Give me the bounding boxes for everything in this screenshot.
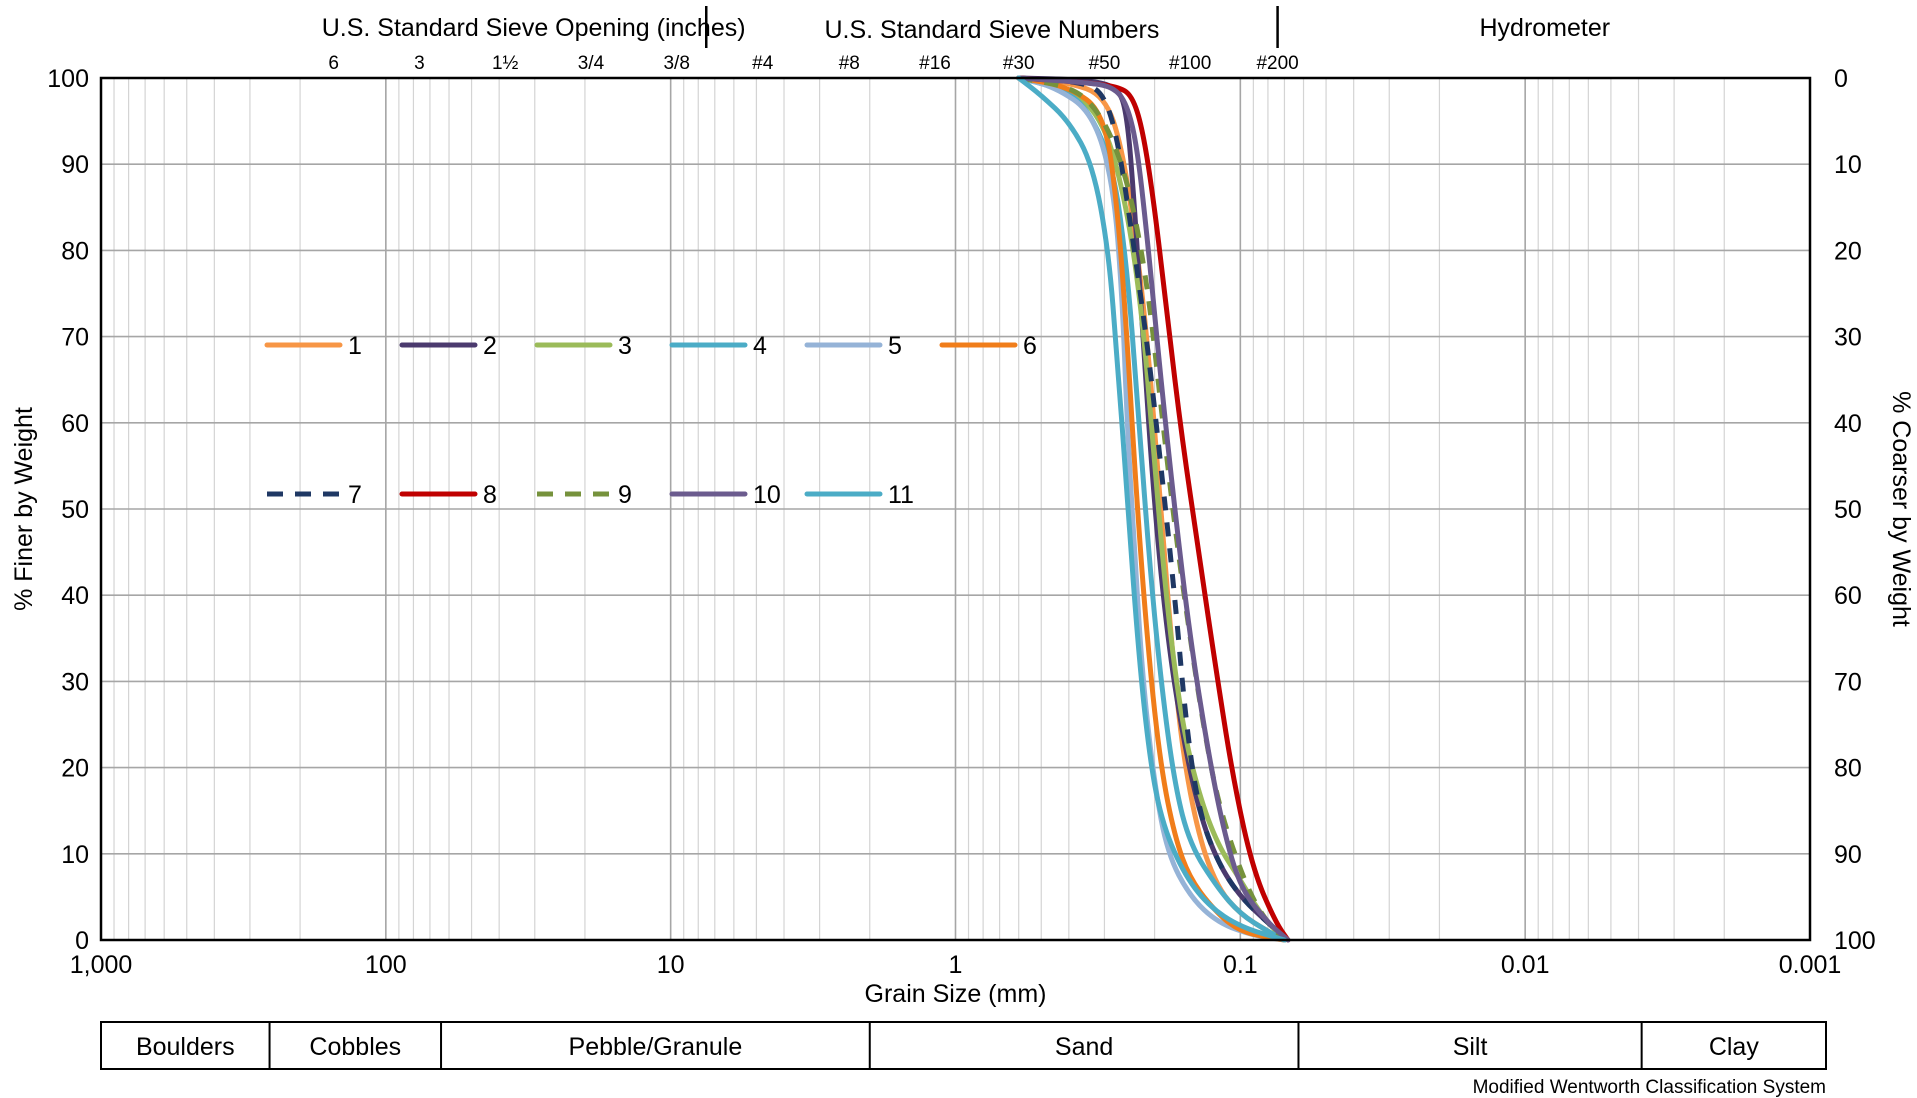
classification-boulders: Boulders — [136, 1033, 235, 1061]
classification-border — [100, 1021, 1827, 1070]
legend-label-8: 8 — [483, 481, 497, 509]
sieve-labels: 6 3 1½ 3/4 3/8 #4 #8 #16 #30 #50 #100 #200 — [328, 53, 1298, 74]
legend-label-3: 3 — [618, 332, 632, 360]
top-axis-dividers — [705, 6, 1279, 48]
classification-caption: Modified Wentworth Classification System — [1473, 1077, 1826, 1098]
classification-pebble-granule: Pebble/Granule — [569, 1033, 743, 1061]
sieve-label: #16 — [919, 53, 951, 74]
x-tick-label: 100 — [365, 951, 407, 979]
x-tick-label: 10 — [657, 951, 685, 979]
plot-frame — [99, 76, 1812, 942]
sieve-numbers-title: U.S. Standard Sieve Numbers — [824, 16, 1159, 44]
legend-label-6: 6 — [1023, 332, 1037, 360]
y2-tick-label: 0 — [1834, 65, 1848, 93]
series-8-line — [1016, 75, 1291, 943]
x-tick-label: 0.01 — [1501, 951, 1550, 979]
legend: 1 2 3 4 5 6 7 8 9 10 11 — [264, 332, 1037, 509]
legend-label-9: 9 — [618, 481, 632, 509]
y-tick-label: 50 — [61, 496, 89, 524]
y-tick-label: 100 — [47, 65, 89, 93]
y-tick-label: 70 — [61, 324, 89, 352]
sieve-label: #200 — [1256, 53, 1298, 74]
x-tick-labels: 1,000 100 10 1 0.1 0.01 0.001 — [70, 951, 1842, 979]
legend-label-2: 2 — [483, 332, 497, 360]
major-gridlines — [100, 77, 1811, 941]
classification-table: Boulders Cobbles Pebble/Granule Sand Silt Cla… — [100, 1021, 1827, 1070]
x-tick-label: 0.001 — [1779, 951, 1842, 979]
sieve-label: 3/8 — [663, 53, 689, 74]
classification-sand: Sand — [1055, 1033, 1113, 1061]
legend-label-5: 5 — [888, 332, 902, 360]
hydrometer-title: Hydrometer — [1479, 14, 1610, 42]
sieve-label: 1½ — [492, 53, 519, 74]
y-tick-label: 80 — [61, 237, 89, 265]
y-tick-label: 30 — [61, 668, 89, 696]
legend-label-4: 4 — [753, 332, 767, 360]
x-tick-label: 1,000 — [70, 951, 133, 979]
series-3-line — [1016, 75, 1287, 943]
y2-tick-label: 10 — [1834, 151, 1862, 179]
y2-tick-label: 50 — [1834, 496, 1862, 524]
y-tick-label: 90 — [61, 151, 89, 179]
x-axis-label: Grain Size (mm) — [865, 980, 1047, 1008]
y2-axis-label: % Coarser by Weight — [1887, 391, 1915, 627]
y-axis-label: % Finer by Weight — [10, 407, 38, 611]
x-tick-label: 1 — [949, 951, 963, 979]
y2-tick-label: 40 — [1834, 410, 1862, 438]
series-11-line — [1016, 75, 1287, 943]
sieve-label: #30 — [1003, 53, 1035, 74]
y-tick-label: 10 — [61, 841, 89, 869]
y-tick-label: 20 — [61, 755, 89, 783]
sieve-label: 3 — [414, 53, 425, 74]
legend-label-7: 7 — [348, 481, 362, 509]
series-5-line — [1016, 75, 1287, 943]
sieve-label: 6 — [328, 53, 339, 74]
y2-tick-label: 100 — [1834, 927, 1876, 955]
sieve-label: #8 — [839, 53, 860, 74]
y-tick-label: 60 — [61, 410, 89, 438]
y2-tick-label: 30 — [1834, 324, 1862, 352]
y2-tick-label: 80 — [1834, 755, 1862, 783]
y2-tick-label: 20 — [1834, 237, 1862, 265]
series-7-line — [1018, 75, 1290, 942]
y-tick-labels: 0 10 20 30 40 50 60 70 80 90 100 — [47, 65, 89, 955]
y-tick-label: 0 — [75, 927, 89, 955]
y2-tick-label: 60 — [1834, 582, 1862, 610]
series-lines — [1016, 75, 1291, 943]
y2-tick-label: 70 — [1834, 668, 1862, 696]
classification-cobbles: Cobbles — [309, 1033, 401, 1061]
sieve-label: #4 — [752, 53, 774, 74]
classification-silt: Silt — [1453, 1033, 1488, 1061]
sieve-label: 3/4 — [578, 53, 605, 74]
sieve-label: #50 — [1089, 53, 1121, 74]
legend-label-1: 1 — [348, 332, 362, 360]
sieve-label: #100 — [1169, 53, 1211, 74]
sieve-opening-title: U.S. Standard Sieve Opening (inches) — [322, 14, 746, 42]
classification-clay: Clay — [1709, 1033, 1760, 1061]
series-10-line — [1016, 75, 1291, 943]
y-tick-label: 40 — [61, 582, 89, 610]
legend-label-10: 10 — [753, 481, 781, 509]
legend-label-11: 11 — [888, 481, 914, 509]
y2-tick-label: 90 — [1834, 841, 1862, 869]
x-tick-label: 0.1 — [1223, 951, 1258, 979]
